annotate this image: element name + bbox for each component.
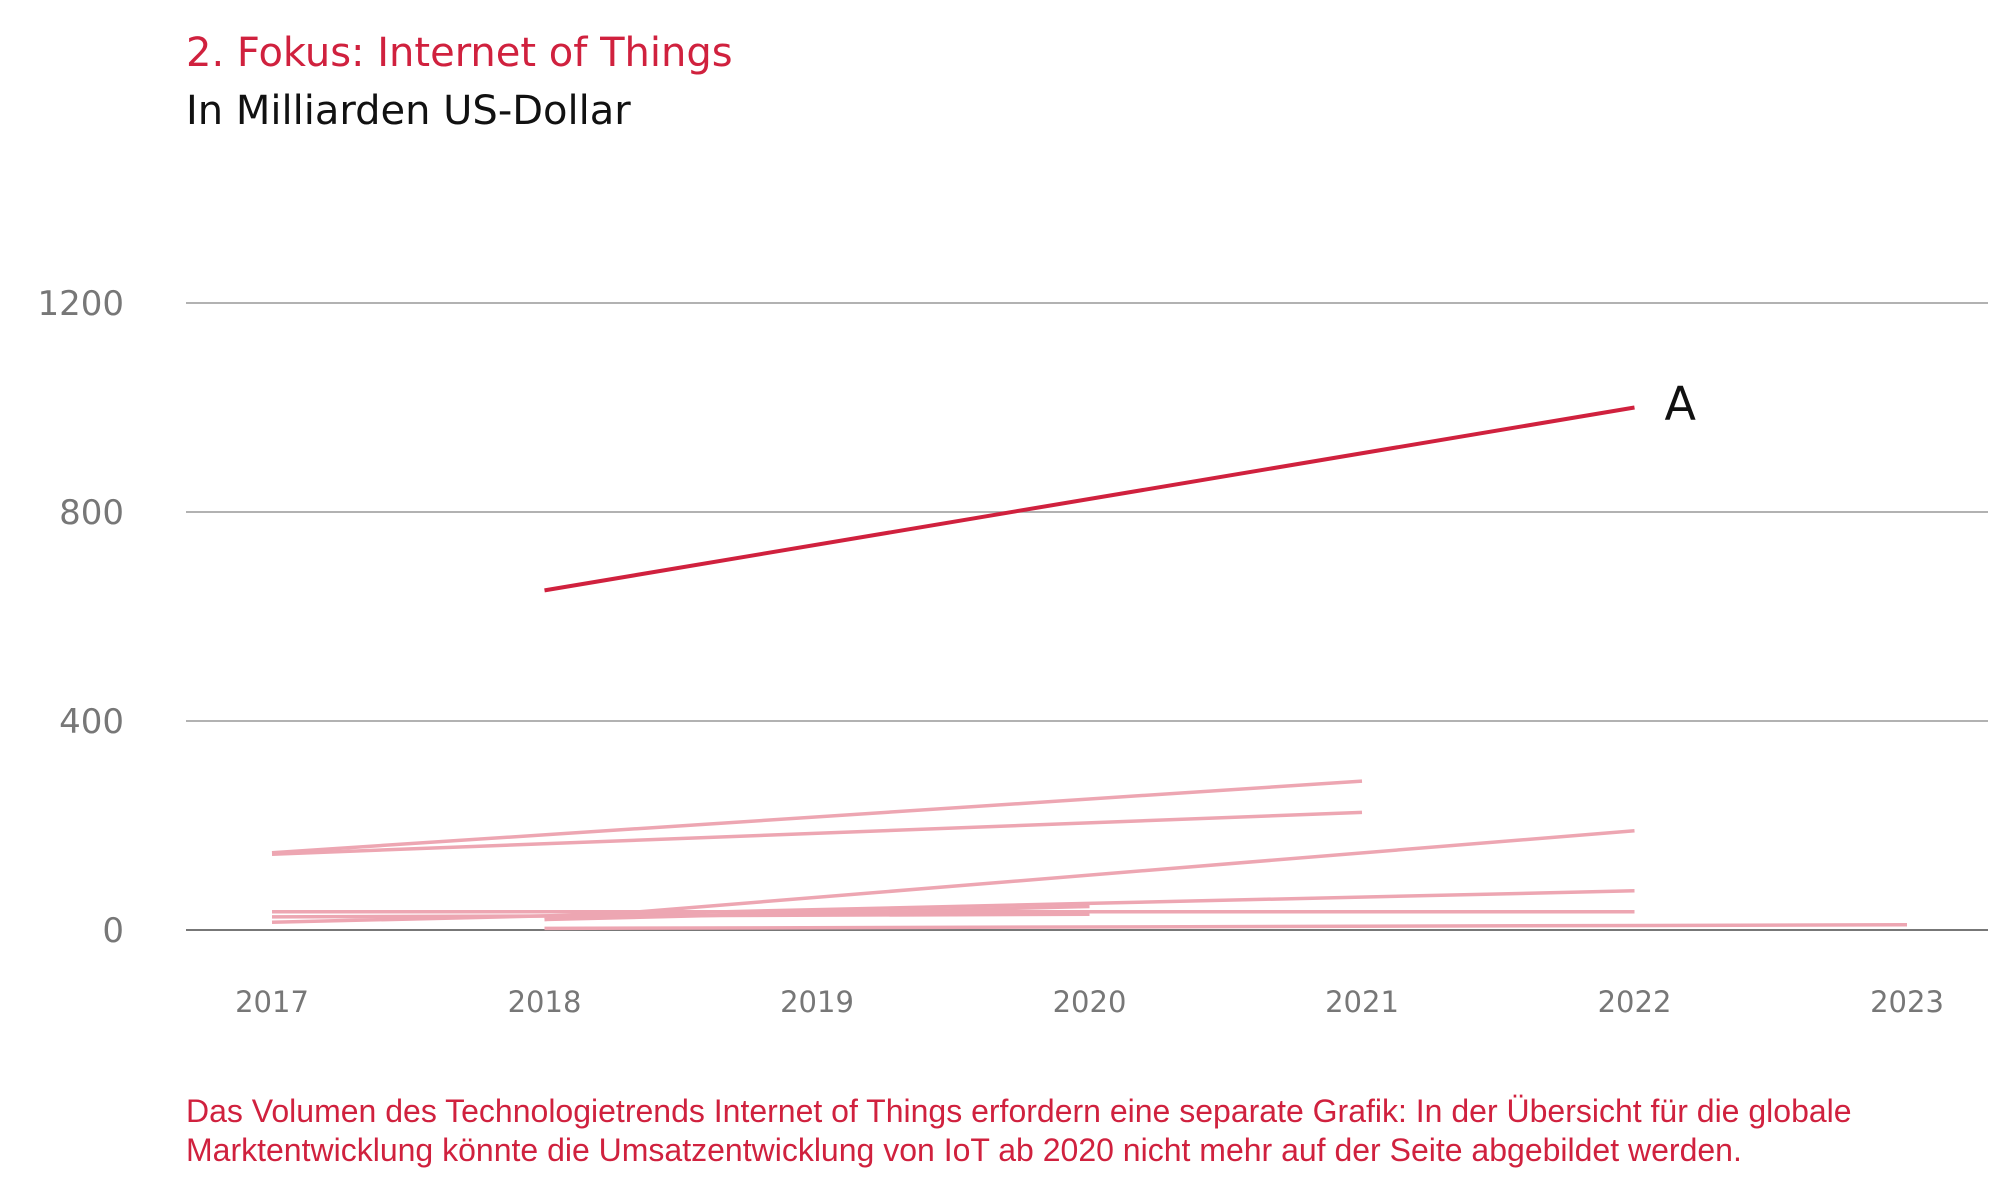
x-tick-label: 2020 (1053, 985, 1127, 1019)
x-axis-ticks: 2017 2018 2019 2020 2021 2022 2023 (235, 985, 1944, 1019)
muted-series-group (271, 779, 1908, 931)
highlight-series-group: A (544, 377, 1697, 593)
x-tick-label: 2021 (1325, 985, 1399, 1019)
x-tick-label: 2017 (235, 985, 309, 1019)
chart-title: 2. Fokus: Internet of Things (186, 30, 733, 76)
series-line-muted (271, 810, 1363, 856)
series-label: A (1665, 377, 1697, 431)
series-line-muted (271, 779, 1363, 855)
chart-caption: Das Volumen des Technologietrends Intern… (186, 1093, 1852, 1168)
chart-subtitle: In Milliarden US-Dollar (186, 88, 631, 134)
gridlines (186, 302, 1988, 931)
x-tick-label: 2023 (1870, 985, 1944, 1019)
y-axis-ticks: 0 400 800 1200 (37, 284, 124, 951)
x-tick-label: 2019 (780, 985, 854, 1019)
series-line-muted (544, 923, 1908, 931)
y-tick-label: 400 (59, 702, 124, 742)
x-tick-label: 2018 (508, 985, 582, 1019)
series-line-muted (544, 904, 1090, 922)
x-tick-label: 2022 (1598, 985, 1672, 1019)
series-line-highlight (544, 405, 1635, 593)
y-tick-label: 0 (102, 911, 124, 951)
y-tick-label: 800 (59, 493, 124, 533)
y-tick-label: 1200 (37, 284, 124, 324)
series-line-muted (544, 828, 1635, 922)
